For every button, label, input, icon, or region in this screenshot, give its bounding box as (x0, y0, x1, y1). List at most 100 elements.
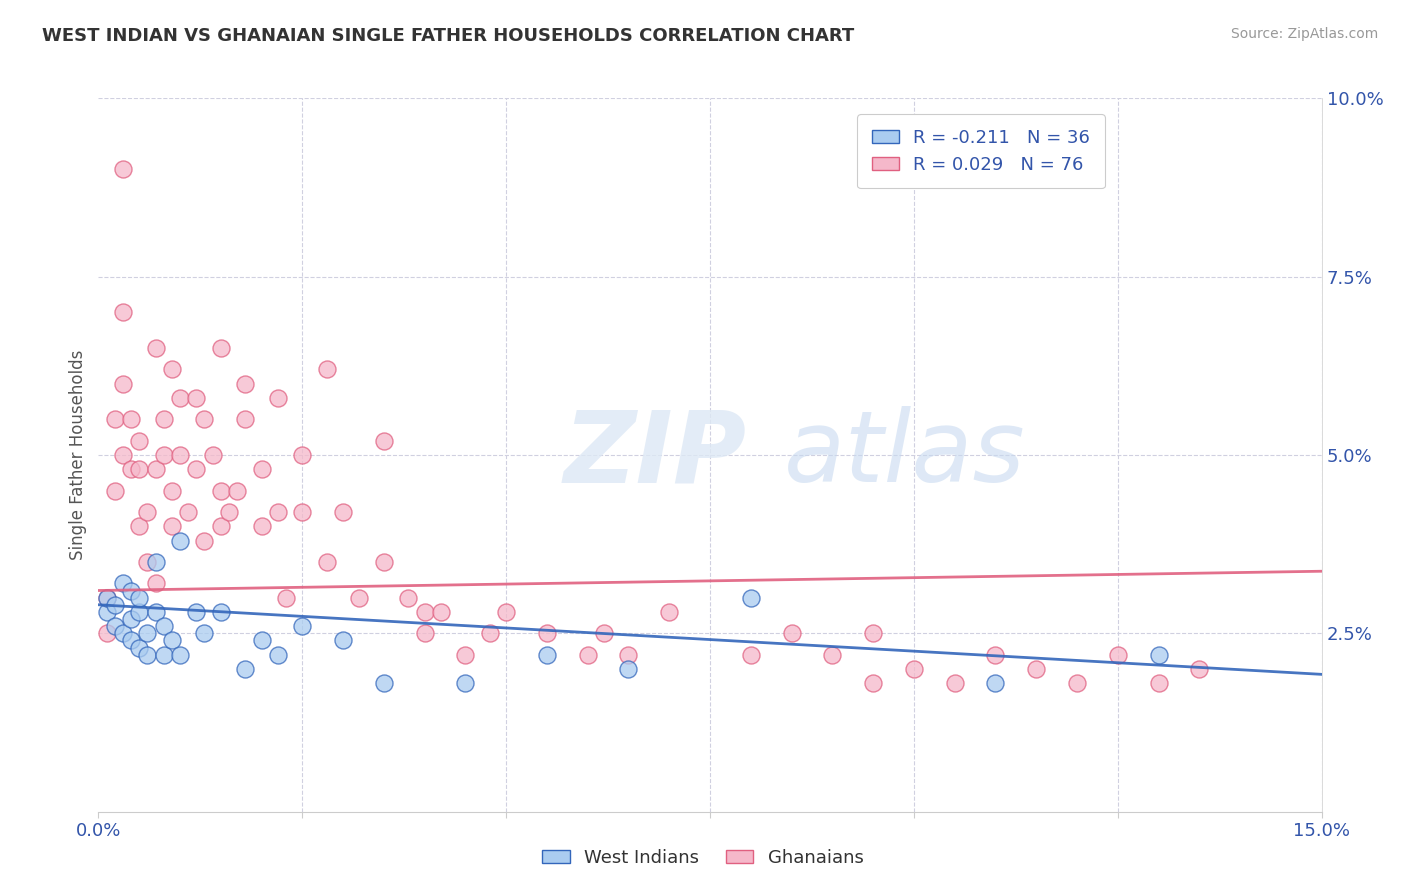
Point (250, 633, 273, 648)
Point (169, 533, 191, 548)
Point (169, 391, 191, 405)
Point (186, 462, 208, 476)
Point (536, 626, 558, 640)
Point (617, 662, 640, 676)
Point (152, 448, 174, 462)
Point (862, 626, 884, 640)
Point (193, 533, 215, 548)
Point (209, 483, 232, 498)
Point (111, 305, 134, 319)
Point (1025, 662, 1047, 676)
Point (430, 605, 453, 619)
Point (104, 483, 127, 498)
Point (136, 555, 159, 569)
Point (96, 605, 118, 619)
Point (233, 662, 256, 676)
Point (218, 505, 240, 519)
Text: Source: ZipAtlas.com: Source: ZipAtlas.com (1230, 27, 1378, 41)
Point (145, 605, 167, 619)
Point (111, 626, 134, 640)
Point (373, 555, 395, 569)
Point (658, 605, 681, 619)
Point (1066, 676, 1088, 690)
Point (128, 591, 150, 605)
Point (177, 505, 200, 519)
Point (233, 412, 256, 426)
Point (186, 605, 208, 619)
Point (96, 591, 118, 605)
Point (128, 462, 150, 476)
Point (495, 605, 517, 619)
Point (1107, 648, 1129, 662)
Point (267, 505, 290, 519)
Point (740, 591, 762, 605)
Legend: R = -0.211   N = 36, R = 0.029   N = 76: R = -0.211 N = 36, R = 0.029 N = 76 (858, 114, 1105, 188)
Point (233, 376, 256, 391)
Point (454, 676, 477, 690)
Point (120, 462, 142, 476)
Point (160, 483, 183, 498)
Point (250, 462, 273, 476)
Point (1147, 676, 1170, 690)
Point (186, 391, 208, 405)
Point (128, 519, 150, 533)
Point (160, 633, 183, 648)
Point (1147, 648, 1170, 662)
Point (96, 626, 118, 640)
Point (96, 591, 118, 605)
Point (120, 633, 142, 648)
Point (111, 162, 134, 177)
Point (209, 341, 232, 355)
Point (617, 648, 640, 662)
Point (1188, 662, 1211, 676)
Point (111, 448, 134, 462)
Point (120, 612, 142, 626)
Point (413, 626, 436, 640)
Point (152, 619, 174, 633)
Point (740, 648, 762, 662)
Point (104, 598, 127, 612)
Point (193, 626, 215, 640)
Point (984, 676, 1007, 690)
Point (349, 591, 371, 605)
Point (111, 376, 134, 391)
Point (478, 626, 501, 640)
Point (160, 362, 183, 376)
Point (315, 555, 337, 569)
Point (862, 676, 884, 690)
Point (145, 576, 167, 591)
Point (250, 519, 273, 533)
Point (315, 362, 337, 376)
Point (903, 662, 925, 676)
Point (128, 605, 150, 619)
Point (984, 648, 1007, 662)
Point (576, 648, 599, 662)
Point (209, 519, 232, 533)
Point (201, 448, 224, 462)
Legend: West Indians, Ghanaians: West Indians, Ghanaians (536, 842, 870, 874)
Point (373, 676, 395, 690)
Point (145, 341, 167, 355)
Text: WEST INDIAN VS GHANAIAN SINGLE FATHER HOUSEHOLDS CORRELATION CHART: WEST INDIAN VS GHANAIAN SINGLE FATHER HO… (42, 27, 855, 45)
Point (136, 505, 159, 519)
Point (454, 648, 477, 662)
Point (291, 505, 314, 519)
Point (193, 412, 215, 426)
Point (780, 626, 803, 640)
Text: atlas: atlas (783, 407, 1025, 503)
Y-axis label: Single Father Households: Single Father Households (69, 350, 87, 560)
Point (291, 448, 314, 462)
Point (332, 505, 354, 519)
Point (160, 519, 183, 533)
Point (274, 591, 297, 605)
Point (536, 648, 558, 662)
Point (104, 619, 127, 633)
Point (120, 412, 142, 426)
Point (332, 633, 354, 648)
Point (169, 448, 191, 462)
Point (128, 434, 150, 448)
Point (373, 434, 395, 448)
Point (152, 412, 174, 426)
Point (226, 483, 249, 498)
Point (128, 640, 150, 655)
